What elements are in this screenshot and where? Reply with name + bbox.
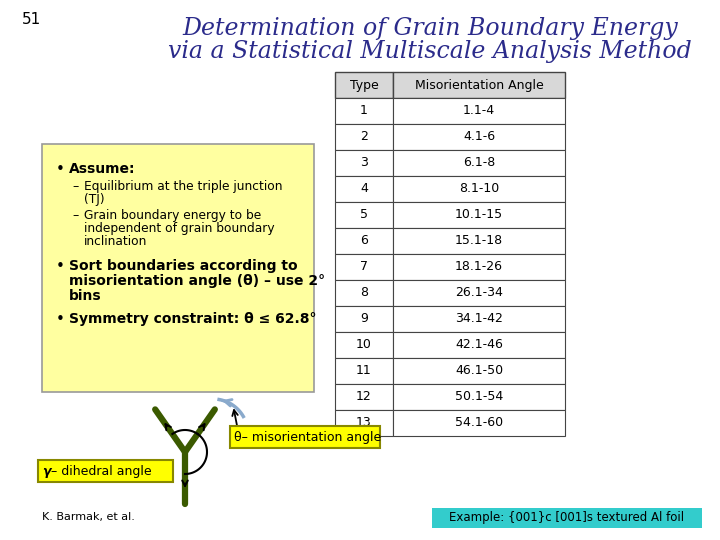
Text: 50.1-54: 50.1-54 (455, 390, 503, 403)
Text: Symmetry constraint: θ ≤ 62.8°: Symmetry constraint: θ ≤ 62.8° (69, 312, 317, 326)
Text: 13: 13 (356, 416, 372, 429)
Bar (335, 98, 393, 124)
Text: 7: 7 (360, 260, 368, 273)
Text: K. Barmak, et al.: K. Barmak, et al. (42, 512, 135, 522)
Text: 8: 8 (360, 287, 368, 300)
Bar (393, 98, 565, 124)
Bar (230, 426, 380, 448)
Bar (393, 228, 565, 254)
Text: inclination: inclination (84, 235, 148, 248)
Bar (393, 72, 565, 98)
Text: 54.1-60: 54.1-60 (455, 416, 503, 429)
Bar (393, 280, 565, 306)
Bar (393, 332, 565, 358)
Text: 1.1-4: 1.1-4 (463, 105, 495, 118)
Bar (38, 460, 173, 482)
Text: 6: 6 (360, 234, 368, 247)
Bar (393, 410, 565, 436)
Text: Determination of Grain Boundary Energy: Determination of Grain Boundary Energy (182, 17, 678, 40)
Bar (393, 306, 565, 332)
Text: 11: 11 (356, 364, 372, 377)
Text: –: – (72, 209, 78, 222)
Text: 42.1-46: 42.1-46 (455, 339, 503, 352)
Text: Misorientation Angle: Misorientation Angle (415, 78, 544, 91)
Bar (393, 358, 565, 384)
Text: 12: 12 (356, 390, 372, 403)
Text: •: • (56, 259, 65, 274)
Text: 1: 1 (360, 105, 368, 118)
Text: independent of grain boundary: independent of grain boundary (84, 222, 274, 235)
Text: 18.1-26: 18.1-26 (455, 260, 503, 273)
Bar (335, 332, 393, 358)
Bar (393, 202, 565, 228)
Bar (335, 384, 393, 410)
Bar (335, 306, 393, 332)
Text: Grain boundary energy to be: Grain boundary energy to be (84, 209, 261, 222)
Bar (335, 228, 393, 254)
Bar (42, 144, 314, 392)
Text: 6.1-8: 6.1-8 (463, 157, 495, 170)
Bar (335, 280, 393, 306)
Bar (335, 358, 393, 384)
Text: 4: 4 (360, 183, 368, 195)
Text: Type: Type (350, 78, 379, 91)
Text: γ: γ (42, 464, 50, 477)
Text: 10.1-15: 10.1-15 (455, 208, 503, 221)
Text: Sort boundaries according to: Sort boundaries according to (69, 259, 297, 273)
Text: bins: bins (69, 289, 102, 303)
Text: Example: {001}c [001]s textured Al foil: Example: {001}c [001]s textured Al foil (449, 511, 685, 524)
Text: 15.1-18: 15.1-18 (455, 234, 503, 247)
Bar (335, 72, 393, 98)
Bar (335, 176, 393, 202)
Text: •: • (56, 312, 65, 327)
Text: – dihedral angle: – dihedral angle (51, 464, 152, 477)
Text: misorientation angle (θ) – use 2°: misorientation angle (θ) – use 2° (69, 274, 325, 288)
Bar (335, 202, 393, 228)
Bar (393, 124, 565, 150)
Text: 5: 5 (360, 208, 368, 221)
Bar (335, 124, 393, 150)
Text: via a Statistical Multiscale Analysis Method: via a Statistical Multiscale Analysis Me… (168, 40, 692, 63)
Text: 9: 9 (360, 313, 368, 326)
Text: 26.1-34: 26.1-34 (455, 287, 503, 300)
Text: –: – (72, 180, 78, 193)
Bar (393, 150, 565, 176)
Text: 51: 51 (22, 12, 41, 27)
Bar (335, 254, 393, 280)
Text: 3: 3 (360, 157, 368, 170)
Text: (TJ): (TJ) (84, 193, 104, 206)
Text: Assume:: Assume: (69, 162, 135, 176)
Bar (335, 150, 393, 176)
Text: Equilibrium at the triple junction: Equilibrium at the triple junction (84, 180, 282, 193)
Text: 46.1-50: 46.1-50 (455, 364, 503, 377)
Text: 2: 2 (360, 131, 368, 144)
Text: 8.1-10: 8.1-10 (459, 183, 499, 195)
Bar (335, 410, 393, 436)
Bar (393, 384, 565, 410)
Text: θ– misorientation angle: θ– misorientation angle (234, 430, 382, 443)
Bar (432, 508, 702, 528)
Text: 10: 10 (356, 339, 372, 352)
Bar (393, 254, 565, 280)
Text: 4.1-6: 4.1-6 (463, 131, 495, 144)
Bar (393, 176, 565, 202)
Text: •: • (56, 162, 65, 177)
Text: 34.1-42: 34.1-42 (455, 313, 503, 326)
